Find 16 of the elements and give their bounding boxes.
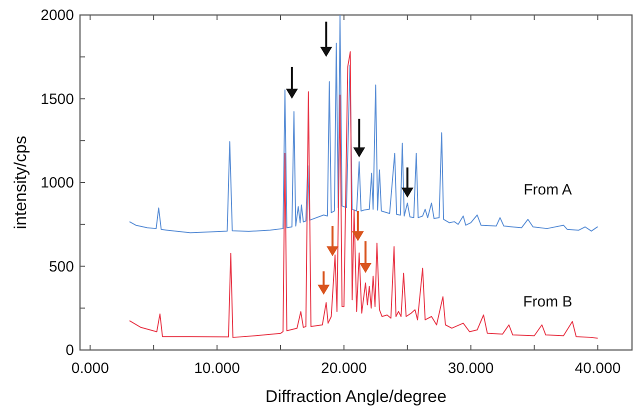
x-tick-label: 30.000 xyxy=(448,360,494,377)
x-tick-label: 10.000 xyxy=(194,360,240,377)
line-series xyxy=(128,15,598,234)
x-tick-label: 0.000 xyxy=(71,360,109,377)
series-label: From A xyxy=(524,182,572,199)
x-tick-label: 20.000 xyxy=(321,360,367,377)
y-tick-label: 0 xyxy=(66,342,74,359)
y-tick-label: 1000 xyxy=(40,174,74,192)
y-tick-label: 2000 xyxy=(40,7,74,24)
y-tick-label: 1500 xyxy=(40,90,74,108)
y-tick-label: 500 xyxy=(48,258,74,276)
line-series xyxy=(128,51,598,339)
y-axis-title: intensity/cps xyxy=(11,136,30,230)
series-label: From B xyxy=(523,293,572,310)
x-tick-label: 40.000 xyxy=(574,360,621,377)
x-axis-title: Diffraction Angle/degree xyxy=(265,387,447,406)
